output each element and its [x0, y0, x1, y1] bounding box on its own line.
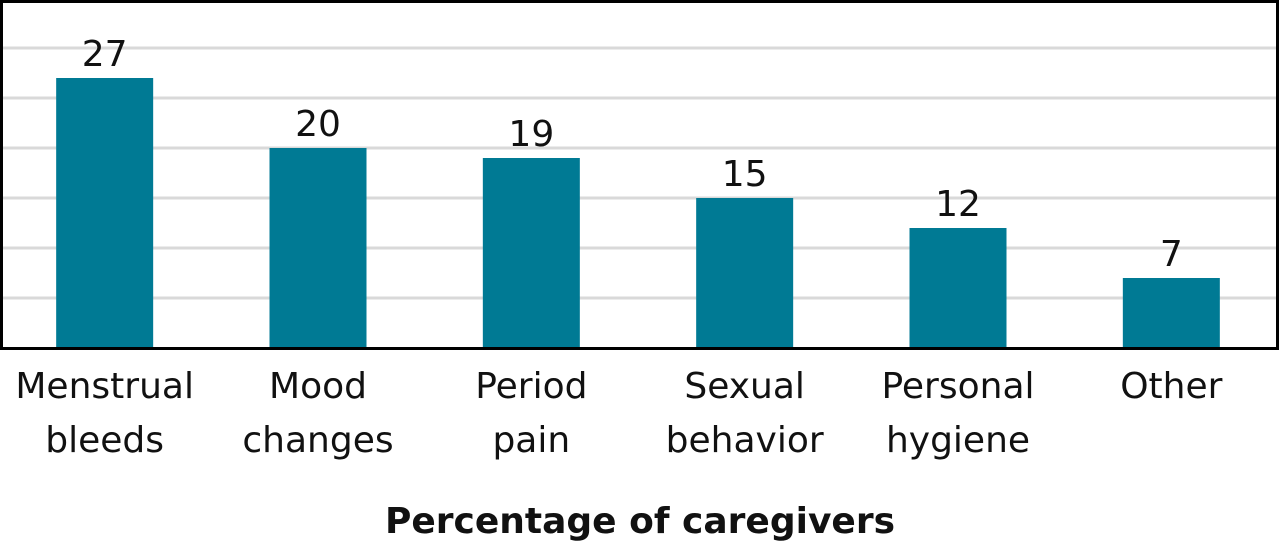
- gridlines: [3, 46, 1277, 300]
- x-tick-label: Mood: [269, 366, 367, 407]
- x-tick-label: hygiene: [886, 420, 1030, 461]
- x-tick-label: Period: [475, 366, 587, 407]
- data-label: 15: [722, 154, 768, 195]
- bar: [909, 228, 1007, 348]
- x-tick-label: Sexual: [684, 366, 805, 407]
- x-tick-label: pain: [492, 420, 570, 461]
- data-label: 12: [935, 184, 981, 225]
- data-label: 19: [508, 114, 554, 155]
- x-tick-label: Personal: [881, 366, 1034, 407]
- bar: [696, 198, 794, 348]
- data-label: 27: [82, 34, 128, 75]
- x-tick-label: Other: [1120, 366, 1222, 407]
- plot-frame: [0, 0, 1279, 350]
- x-tick-label: Menstrual: [15, 366, 194, 407]
- bar: [1122, 278, 1220, 348]
- x-tick-label: changes: [242, 420, 393, 461]
- x-tick-labels: Menstrual bleeds Mood changes Period pain Sexu…: [15, 366, 1222, 461]
- bar: [56, 78, 154, 348]
- bar: [482, 158, 580, 348]
- data-labels: 27 20 19 15 12 7: [82, 34, 1183, 275]
- x-tick-label: bleeds: [45, 420, 164, 461]
- data-label: 20: [295, 104, 341, 145]
- bars: [56, 78, 1220, 348]
- data-label: 7: [1160, 234, 1183, 275]
- bar: [269, 148, 367, 348]
- x-axis-title: Percentage of caregivers: [385, 501, 895, 542]
- x-tick-label: behavior: [666, 420, 824, 461]
